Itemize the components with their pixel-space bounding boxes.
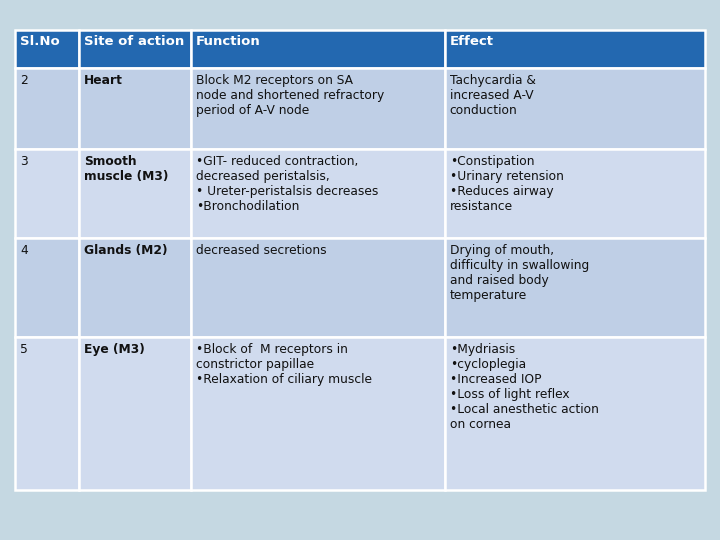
Text: •Block of  M receptors in
constrictor papillae
•Relaxation of ciliary muscle: •Block of M receptors in constrictor pap…	[196, 343, 372, 386]
Text: 2: 2	[20, 74, 28, 87]
Bar	[445, 238, 705, 338]
Bar	[79, 238, 191, 338]
Text: Site of action: Site of action	[84, 35, 184, 48]
Text: Tachycardia &
increased A-V
conduction: Tachycardia & increased A-V conduction	[450, 74, 536, 117]
Bar	[15, 30, 79, 68]
Bar	[79, 68, 191, 148]
Text: 4: 4	[20, 245, 28, 258]
Bar	[191, 238, 445, 338]
Bar	[191, 68, 445, 148]
Text: Block M2 receptors on SA
node and shortened refractory
period of A-V node: Block M2 receptors on SA node and shorte…	[196, 74, 384, 117]
Text: Function: Function	[196, 35, 261, 48]
Bar	[191, 30, 445, 68]
Text: 3: 3	[20, 154, 28, 168]
Bar	[15, 238, 79, 338]
Text: 5: 5	[20, 343, 28, 356]
Bar	[445, 30, 705, 68]
Text: •Mydriasis
•cycloplegia
•Increased IOP
•Loss of light reflex
•Local anesthetic a: •Mydriasis •cycloplegia •Increased IOP •…	[450, 343, 599, 431]
Bar	[445, 338, 705, 490]
Bar	[79, 148, 191, 238]
Text: Glands (M2): Glands (M2)	[84, 245, 168, 258]
Bar	[191, 148, 445, 238]
Text: Drying of mouth,
difficulty in swallowing
and raised body
temperature: Drying of mouth, difficulty in swallowin…	[450, 245, 589, 302]
Text: •GIT- reduced contraction,
decreased peristalsis,
• Ureter-peristalsis decreases: •GIT- reduced contraction, decreased per…	[196, 154, 378, 213]
Bar	[79, 338, 191, 490]
Text: Effect: Effect	[450, 35, 494, 48]
Bar	[79, 30, 191, 68]
Bar	[15, 68, 79, 148]
Text: decreased secretions: decreased secretions	[196, 245, 327, 258]
Text: Eye (M3): Eye (M3)	[84, 343, 145, 356]
Text: Sl.No: Sl.No	[20, 35, 60, 48]
Bar	[445, 148, 705, 238]
Bar	[191, 338, 445, 490]
Text: Smooth
muscle (M3): Smooth muscle (M3)	[84, 154, 168, 183]
Text: •Constipation
•Urinary retension
•Reduces airway
resistance: •Constipation •Urinary retension •Reduce…	[450, 154, 564, 213]
Bar	[445, 68, 705, 148]
Text: Heart: Heart	[84, 74, 123, 87]
Bar	[15, 148, 79, 238]
Bar	[15, 338, 79, 490]
